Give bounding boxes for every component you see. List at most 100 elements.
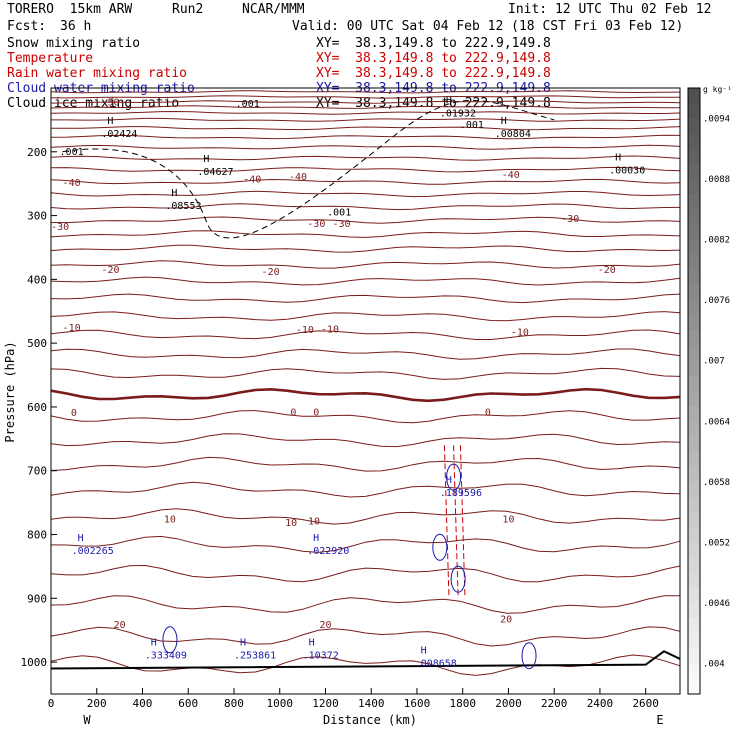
- isotherm-line: [50, 203, 681, 211]
- colorbar-swatch: [688, 224, 700, 240]
- cloud-water-contour: [446, 463, 462, 491]
- isotherm-line: [50, 134, 681, 140]
- isotherm-line: [50, 190, 681, 198]
- maximum-marker: H: [203, 154, 209, 165]
- maximum-value-label: .189596: [440, 488, 482, 499]
- isotherm-line: [50, 348, 681, 360]
- colorbar-swatch: [688, 512, 700, 528]
- isotherm-line: [50, 456, 681, 472]
- isotherm-line: [50, 433, 681, 448]
- isotherm-line: [50, 367, 681, 380]
- west-end-label: W: [83, 713, 91, 727]
- colorbar-tick-label: .007: [703, 357, 725, 367]
- cloud-water-contour: [432, 533, 448, 561]
- colorbar-swatch: [688, 284, 700, 301]
- maximum-marker: H: [421, 645, 427, 656]
- maximum-value-label: .02424: [101, 129, 137, 140]
- colorbar-swatch: [688, 118, 700, 134]
- colorbar-frame: [687, 87, 701, 695]
- colorbar-swatch: [688, 648, 700, 665]
- x-tick-label: 1000: [266, 697, 293, 710]
- y-tick-label: 400: [27, 273, 47, 286]
- isotherm-line: [50, 654, 681, 676]
- colorbar-swatch: [688, 148, 700, 165]
- maximum-marker: H: [446, 96, 452, 107]
- x-tick-label: 1200: [312, 697, 339, 710]
- y-tick-label: 800: [27, 529, 47, 542]
- y-axis-title: Pressure (hPa): [3, 341, 17, 442]
- temperature-label: -20: [598, 265, 616, 276]
- rain-contour: [443, 445, 450, 599]
- maximum-value-label: .253861: [234, 651, 276, 662]
- colorbar-swatch: [688, 133, 700, 150]
- field-xy-temperature: XY= 38.3,149.8 to 222.9,149.8: [316, 51, 551, 66]
- temperature-label: 10: [285, 518, 297, 529]
- temperature-label: -20: [101, 265, 119, 276]
- maximum-marker: H: [78, 533, 84, 544]
- isotherm-line: [50, 105, 680, 109]
- isotherm-line: [50, 144, 681, 150]
- colorbar: .004 .0046 .0052 .0058 .0064 .007 .0076 .0082 .0…: [687, 87, 730, 695]
- y-tick-label: 300: [27, 210, 47, 223]
- colorbar-swatch: [688, 239, 700, 256]
- colorbar-swatch: [688, 391, 700, 407]
- colorbar-swatch: [688, 481, 700, 498]
- temperature-label: -10: [63, 323, 81, 334]
- isotherm-line: [51, 117, 681, 122]
- mixing-ratio-contours: [50, 99, 681, 670]
- maximum-marker: H: [446, 475, 452, 486]
- isotherm-line: [50, 329, 681, 340]
- temperature-label: -10: [321, 324, 339, 335]
- colorbar-swatch: [688, 421, 700, 437]
- header-fcst-value: 36 h: [60, 19, 92, 34]
- contour-value-label: .001: [460, 120, 484, 131]
- x-tick-label: 800: [224, 697, 244, 710]
- colorbar-tick-label: .004: [703, 660, 725, 670]
- isotherm-line: [50, 260, 681, 269]
- x-tick-label: 600: [178, 697, 198, 710]
- isotherm-line: [50, 311, 681, 322]
- temperature-label: -40: [502, 170, 520, 181]
- maximum-value-label: .00804: [495, 129, 531, 140]
- header-model: TORERO 15km ARW: [7, 2, 133, 17]
- colorbar-swatch: [688, 345, 700, 362]
- cloud-water-contour: [450, 565, 466, 593]
- isotherm-line: [50, 110, 681, 115]
- colorbar-swatch: [688, 300, 700, 316]
- temperature-label: 10: [164, 515, 176, 526]
- x-tick-label: 1600: [404, 697, 431, 710]
- temperature-label: 20: [319, 620, 331, 631]
- maximum-marker: H: [240, 638, 246, 649]
- isotherm-line: [50, 100, 681, 104]
- y-tick-label: 1000: [21, 656, 48, 669]
- maximum-marker: H: [501, 116, 507, 127]
- colorbar-swatch: [688, 542, 700, 559]
- field-label-temperature: Temperature: [7, 51, 94, 66]
- maximum-marker: H: [313, 533, 319, 544]
- maximum-value-label: .08553: [165, 201, 201, 212]
- header-fcst-label: Fcst:: [7, 19, 47, 34]
- colorbar-swatch: [688, 587, 700, 604]
- temperature-label: 20: [114, 620, 126, 631]
- cloud-water-contour: [162, 626, 178, 654]
- maximum-value-label: .10372: [303, 651, 339, 662]
- colorbar-swatch: [688, 209, 700, 225]
- maximum-marker: H: [615, 152, 621, 163]
- isotherm-line: [50, 166, 681, 173]
- header-valid: Valid: 00 UTC Sat 04 Feb 12 (18 CST Fri …: [292, 19, 684, 34]
- x-tick-label: 2200: [541, 697, 568, 710]
- field-xy-snow: XY= 38.3,149.8 to 222.9,149.8: [316, 36, 551, 51]
- isotherm-line: [50, 387, 681, 403]
- colorbar-swatch: [688, 633, 700, 650]
- isotherm-line: [50, 178, 681, 185]
- colorbar-swatch: [688, 603, 700, 619]
- colorbar-tick-label: .0082: [703, 236, 730, 246]
- colorbar-swatch: [688, 269, 700, 286]
- isotherm-line: [50, 293, 681, 304]
- axes: 0 200 400 600 800 1000 1200 1400 1600 1800 2000 220…: [21, 146, 659, 710]
- isotherm-line: [50, 564, 681, 583]
- colorbar-swatch: [688, 572, 700, 589]
- colorbar-swatch: [688, 436, 700, 453]
- isotherm-line: [50, 126, 681, 131]
- temperature-label: -40: [243, 175, 261, 186]
